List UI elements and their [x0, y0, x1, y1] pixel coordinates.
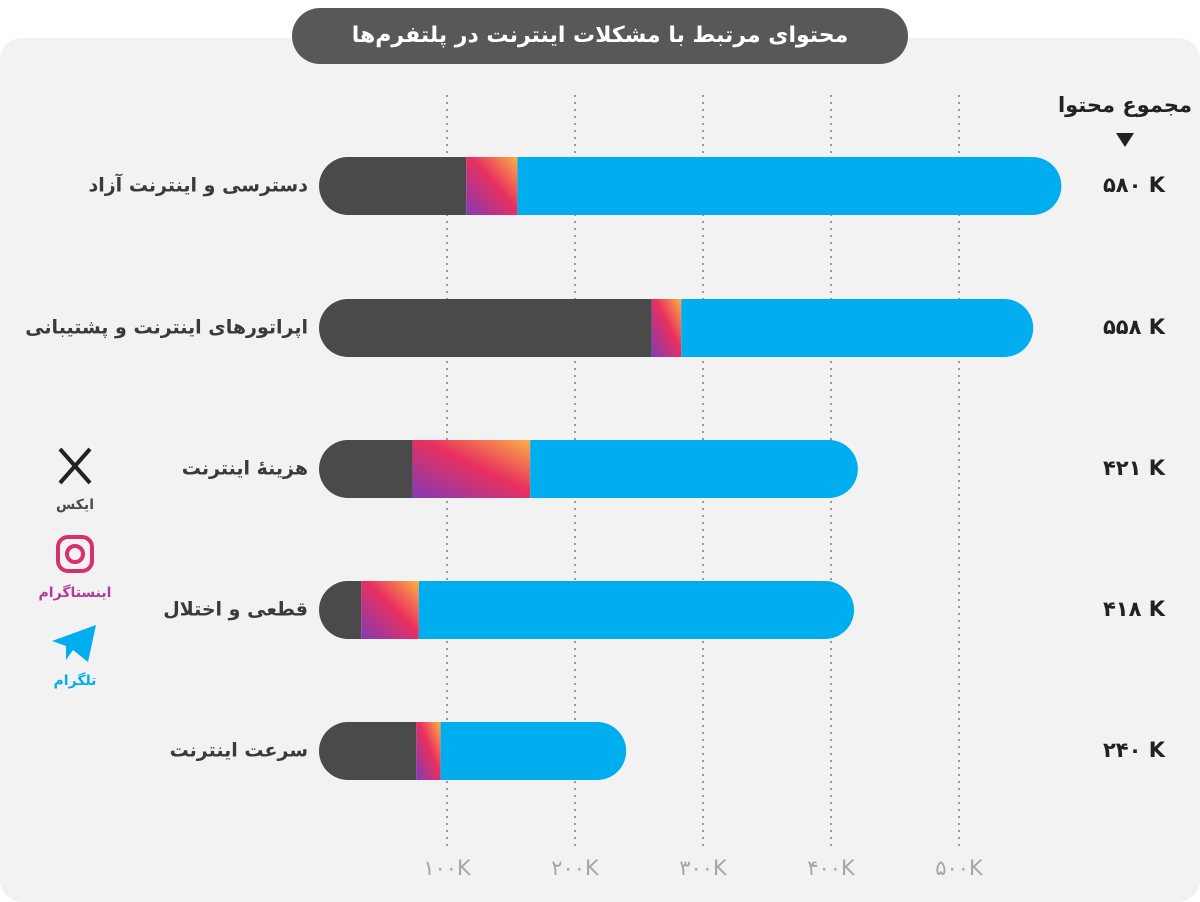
- total-label: ۴۲۱ K: [1103, 456, 1166, 480]
- legend: ایکس اینستاگرام تلگرام: [39, 497, 112, 689]
- bar-segment: [517, 157, 1062, 215]
- x-tick-label: ۴۰۰K: [807, 856, 856, 880]
- bar-segment: [440, 722, 627, 780]
- category-label: دسترسی و اینترنت آزاد: [88, 173, 308, 197]
- total-label: ۴۱۸ K: [1103, 597, 1166, 621]
- header-arrow: [1116, 133, 1134, 147]
- bar-segment: [319, 722, 417, 780]
- bar-segment: [530, 440, 858, 498]
- category-label: هزینۀ اینترنت: [182, 458, 308, 480]
- category-label: سرعت اینترنت: [170, 740, 308, 762]
- category-label: قطعی و اختلال: [163, 599, 308, 621]
- bar-segment: [418, 581, 855, 639]
- total-label: ۵۸۰ K: [1103, 173, 1166, 197]
- title-pill: [292, 8, 908, 64]
- bar-segment: [416, 722, 441, 780]
- legend-label: اینستاگرام: [39, 584, 112, 601]
- bar-segment: [412, 440, 531, 498]
- bar: [319, 440, 858, 498]
- total-label: ۲۴۰ K: [1103, 738, 1166, 762]
- category-label: اپراتورهای اینترنت و پشتیبانی: [25, 317, 308, 339]
- bar-segment: [681, 299, 1034, 357]
- total-label: ۵۵۸ K: [1103, 315, 1166, 339]
- bar-segment: [361, 581, 419, 639]
- legend-icon-x: [58, 447, 92, 485]
- legend-label: ایکس: [56, 497, 94, 513]
- bar-segment: [319, 299, 652, 357]
- bar-segment: [319, 440, 413, 498]
- totals-header: مجموع محتوا: [1058, 93, 1192, 117]
- x-tick-label: ۱۰۰K: [423, 856, 472, 880]
- bar-segment: [651, 299, 682, 357]
- legend-icon-telegram: [52, 625, 96, 662]
- chart-title: محتوای مرتبط با مشکلات اینترنت در پلتفرم…: [352, 23, 848, 48]
- bar: [319, 581, 855, 639]
- legend-label: تلگرام: [54, 672, 97, 689]
- bar: [319, 722, 627, 780]
- legend-icon-instagram: [56, 535, 94, 573]
- bar-segment: [319, 157, 467, 215]
- bar-segment: [466, 157, 518, 215]
- x-tick-label: ۳۰۰K: [679, 856, 728, 880]
- x-tick-label: ۲۰۰K: [551, 856, 600, 880]
- bar: [319, 157, 1062, 215]
- x-tick-label: ۵۰۰K: [935, 856, 984, 880]
- bar: [319, 299, 1034, 357]
